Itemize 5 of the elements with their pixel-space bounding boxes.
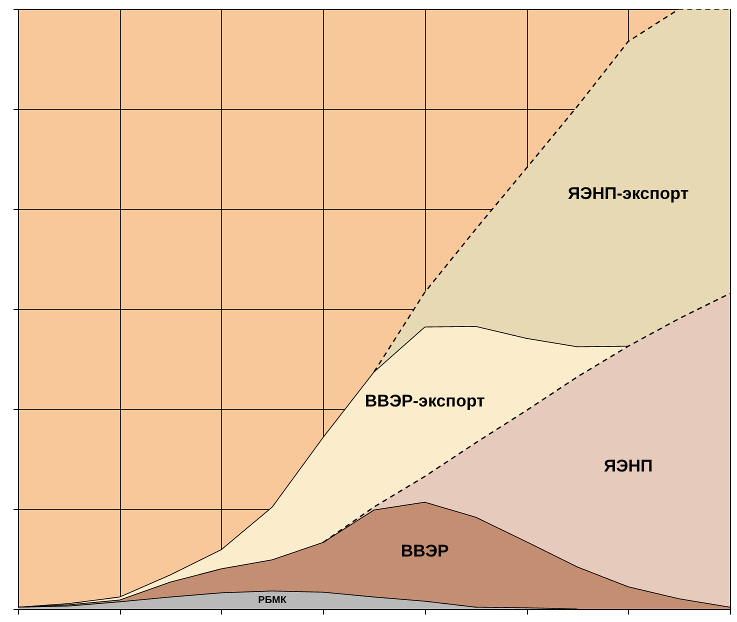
series-label: ВВЭР	[400, 542, 449, 561]
series-label: ЯЭНП-экспорт	[568, 184, 689, 203]
series-label: РБМК	[258, 595, 288, 606]
series-label: ЯЭНП	[604, 456, 653, 476]
series-label: ВВЭР-экспорт	[364, 392, 485, 411]
